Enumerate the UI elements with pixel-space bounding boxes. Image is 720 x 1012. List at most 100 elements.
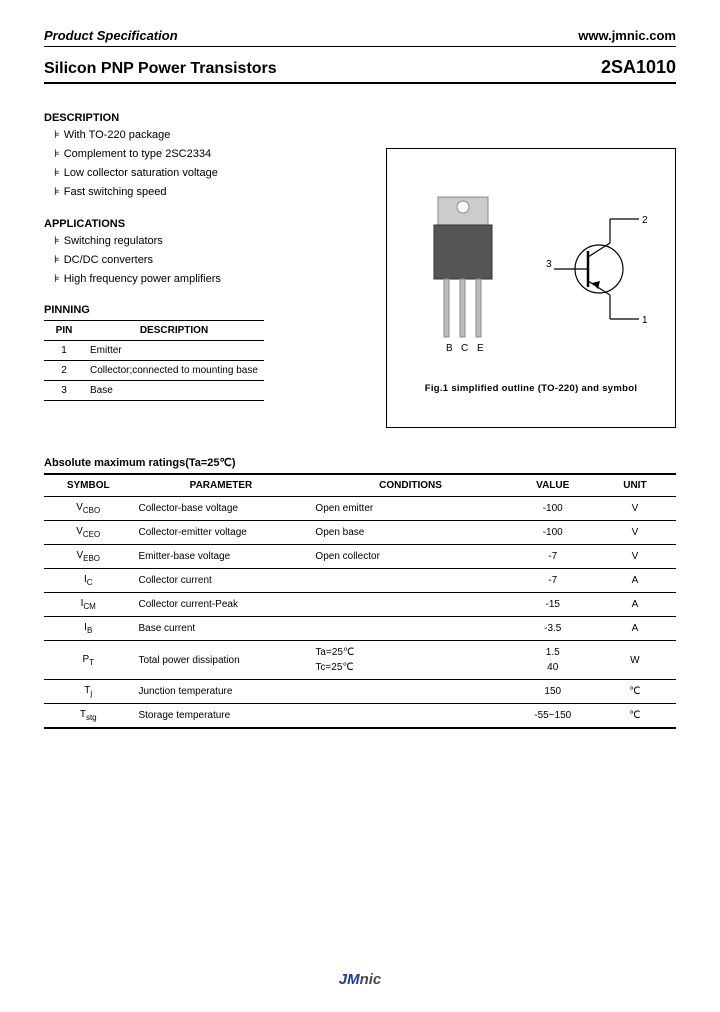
value-cell: -7 [512,569,594,593]
param-cell: Collector-base voltage [132,497,309,521]
ratings-heading: Absolute maximum ratings(Ta=25℃) [44,456,676,469]
pinning-table: PIN DESCRIPTION 1Emitter 2Collector;conn… [44,320,264,401]
cond-cell [309,569,511,593]
value-cell: -55~150 [512,704,594,729]
logo-nic: nic [360,971,382,988]
value-cell: -7 [512,545,594,569]
pin-num: 3 [44,380,84,400]
sym-cell: PT [44,641,132,680]
ratings-row-pt: PTTotal power dissipationTa=25℃Tc=25℃1.5… [44,641,676,680]
header-row: Product Specification www.jmnic.com [44,28,676,43]
value-cell: -100 [512,521,594,545]
unit-cell: A [594,593,676,617]
param-cell: Base current [132,617,309,641]
applications-section: APPLICATIONS ⊧Switching regulators ⊧DC/D… [44,218,370,288]
param-cell: Collector current [132,569,309,593]
sym-label-3: 3 [546,259,552,270]
sym-cell: ICM [44,593,132,617]
app-item: ⊧High frequency power amplifiers [44,272,370,288]
desc-text: With TO-220 package [64,129,171,141]
desc-item: ⊧Low collector saturation voltage [44,166,370,182]
sym-cell: IC [44,569,132,593]
pin-desc: Emitter [84,340,264,360]
applications-list: ⊧Switching regulators ⊧DC/DC converters … [44,234,370,288]
param-cell: Storage temperature [132,704,309,729]
cond-cell [309,593,511,617]
title-row: Silicon PNP Power Transistors 2SA1010 [44,57,676,78]
description-heading: DESCRIPTION [44,112,370,124]
title-left: Silicon PNP Power Transistors [44,60,277,78]
app-item: ⊧Switching regulators [44,234,370,250]
ratings-table: SYMBOL PARAMETER CONDITIONS VALUE UNIT V… [44,473,676,729]
sym-cell: VEBO [44,545,132,569]
cond-cell [309,680,511,704]
ratings-section: Absolute maximum ratings(Ta=25℃) SYMBOL … [44,456,676,729]
param-cell: Emitter-base voltage [132,545,309,569]
ratings-row: TstgStorage temperature-55~150℃ [44,704,676,729]
sym-cell: VCEO [44,521,132,545]
desc-item: ⊧With TO-220 package [44,128,370,144]
desc-item: ⊧Fast switching speed [44,185,370,201]
pin-desc: Collector;connected to mounting base [84,360,264,380]
ratings-row: ICCollector current-7A [44,569,676,593]
cond-cell [309,617,511,641]
content-row: DESCRIPTION ⊧With TO-220 package ⊧Comple… [44,112,676,428]
value-cell: -100 [512,497,594,521]
applications-heading: APPLICATIONS [44,218,370,230]
pinning-section: PINNING PIN DESCRIPTION 1Emitter 2Collec… [44,304,370,401]
sym-cell: IB [44,617,132,641]
hr-thin [44,46,676,47]
cond-cell: Open base [309,521,511,545]
sym-label-2: 2 [642,215,648,226]
desc-text: Complement to type 2SC2334 [64,148,211,160]
param-cell: Total power dissipation [132,641,309,680]
unit-cell: W [594,641,676,680]
col-unit: UNIT [594,474,676,497]
figure-inner: B C E 2 3 1 [395,159,667,379]
unit-cell: V [594,497,676,521]
unit-cell: V [594,545,676,569]
cond-cell: Open emitter [309,497,511,521]
pin-col-pin: PIN [44,320,84,340]
hr-thick [44,82,676,84]
value-cell: -15 [512,593,594,617]
cond-cell [309,704,511,729]
ratings-row: VCEOCollector-emitter voltageOpen base-1… [44,521,676,545]
left-column: DESCRIPTION ⊧With TO-220 package ⊧Comple… [44,112,370,428]
param-cell: Collector current-Peak [132,593,309,617]
pin-label-e: E [477,343,484,354]
col-symbol: SYMBOL [44,474,132,497]
pin-label-b: B [446,343,453,354]
col-value: VALUE [512,474,594,497]
col-param: PARAMETER [132,474,309,497]
ratings-row: TjJunction temperature150℃ [44,680,676,704]
ratings-row: IBBase current-3.5A [44,617,676,641]
unit-cell: ℃ [594,704,676,729]
pin-label-c: C [461,343,468,354]
cond-cell: Open collector [309,545,511,569]
ratings-row: VCBOCollector-base voltageOpen emitter-1… [44,497,676,521]
desc-text: Fast switching speed [64,186,167,198]
pin-row: 2Collector;connected to mounting base [44,360,264,380]
pin-row: 3Base [44,380,264,400]
unit-cell: V [594,521,676,545]
sym-cell: Tj [44,680,132,704]
header-left: Product Specification [44,28,178,43]
app-text: High frequency power amplifiers [64,273,221,285]
logo-jm: JM [339,971,360,988]
footer-logo: JMnic [0,971,720,988]
value-cell: 1.540 [512,641,594,680]
header-right: www.jmnic.com [578,28,676,43]
app-text: DC/DC converters [64,254,153,266]
desc-text: Low collector saturation voltage [64,167,218,179]
value-cell: 150 [512,680,594,704]
col-cond: CONDITIONS [309,474,511,497]
figure-caption: Fig.1 simplified outline (TO-220) and sy… [395,383,667,394]
figure-box: B C E 2 3 1 F [386,148,676,428]
param-cell: Collector-emitter voltage [132,521,309,545]
ratings-row: ICMCollector current-Peak -15A [44,593,676,617]
sym-cell: VCBO [44,497,132,521]
ratings-row: VEBOEmitter-base voltageOpen collector-7… [44,545,676,569]
pin-row: 1Emitter [44,340,264,360]
cond-cell: Ta=25℃Tc=25℃ [309,641,511,680]
